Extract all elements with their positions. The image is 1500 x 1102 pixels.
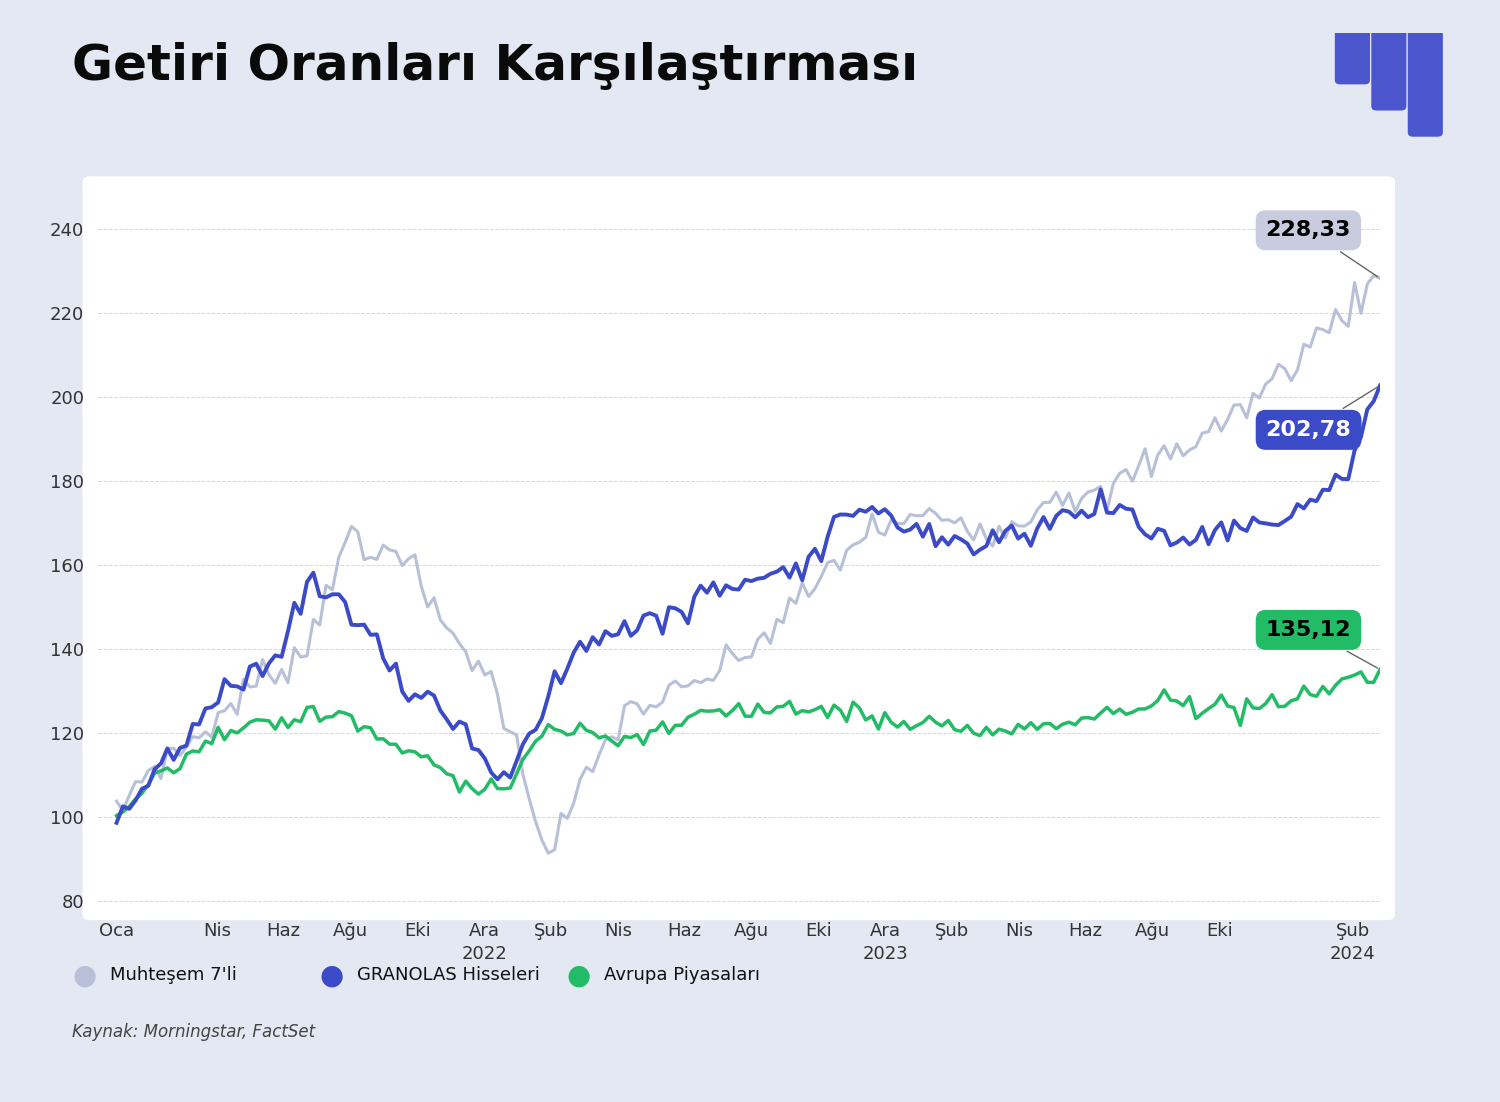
Text: ●: ● (320, 961, 344, 990)
FancyBboxPatch shape (1407, 29, 1443, 137)
Text: 135,12: 135,12 (1266, 619, 1377, 668)
FancyBboxPatch shape (1371, 29, 1407, 110)
Text: 2024: 2024 (1330, 946, 1376, 963)
Text: Muhteşem 7'li: Muhteşem 7'li (110, 966, 237, 984)
Text: Getiri Oranları Karşılaştırması: Getiri Oranları Karşılaştırması (72, 42, 918, 90)
Text: 202,78: 202,78 (1266, 387, 1377, 440)
Text: GRANOLAS Hisseleri: GRANOLAS Hisseleri (357, 966, 540, 984)
Text: Kaynak: Morningstar, FactSet: Kaynak: Morningstar, FactSet (72, 1023, 315, 1040)
Text: ●: ● (72, 961, 96, 990)
Text: Avrupa Piyasaları: Avrupa Piyasaları (604, 966, 760, 984)
Text: 2023: 2023 (862, 946, 907, 963)
Text: 2022: 2022 (460, 946, 507, 963)
FancyBboxPatch shape (1335, 29, 1370, 85)
Text: ●: ● (567, 961, 591, 990)
Text: 228,33: 228,33 (1266, 220, 1377, 277)
